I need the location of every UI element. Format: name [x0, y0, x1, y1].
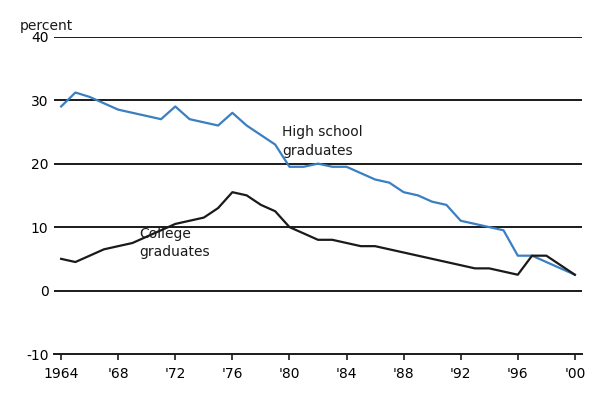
Text: percent: percent: [20, 20, 73, 33]
Text: High school
graduates: High school graduates: [283, 125, 363, 158]
Text: College
graduates: College graduates: [140, 227, 210, 259]
